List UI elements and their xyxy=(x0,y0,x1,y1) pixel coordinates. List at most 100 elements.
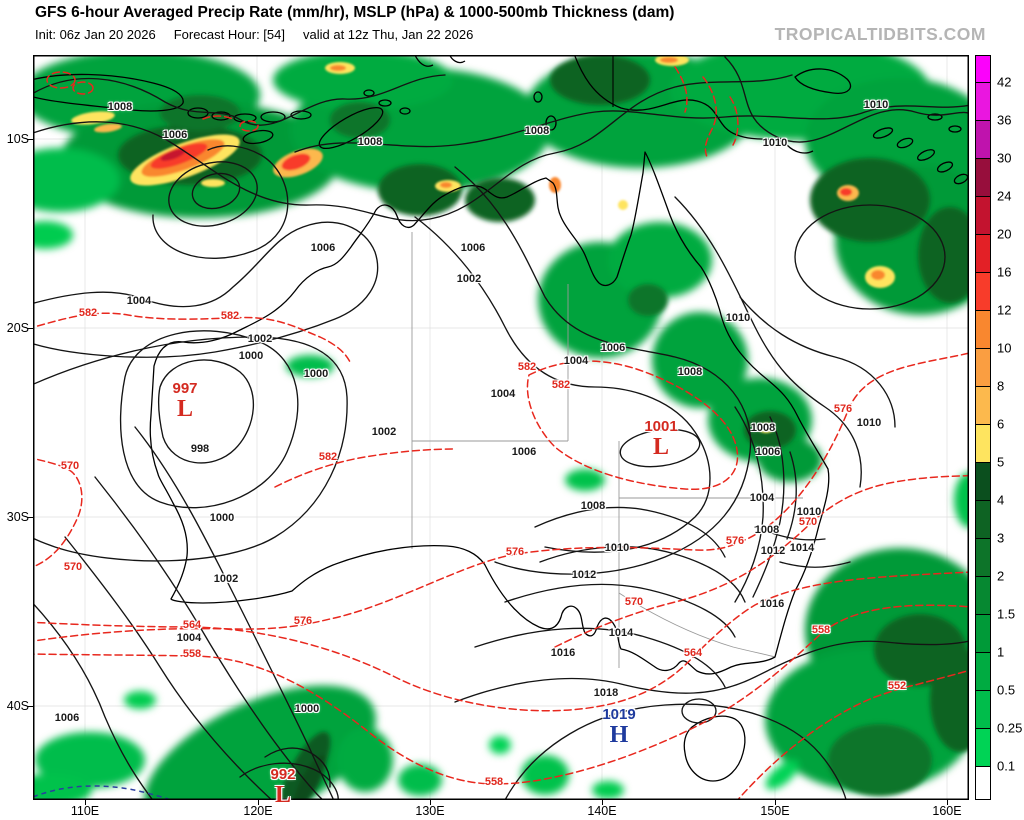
isobar-label: 1004 xyxy=(749,492,775,504)
isobar-label: 1010 xyxy=(725,312,751,324)
colorbar-segment xyxy=(975,766,991,800)
colorbar-segment xyxy=(975,310,991,348)
lon-tick xyxy=(257,800,259,805)
isobars xyxy=(33,56,969,800)
precip-colorbar: 42 36 30 24 20 16 12 10 8 6 5 4 3 2 1.5 1 0.5 0.25 0.1 xyxy=(975,55,1022,800)
isobar-label: 1000 xyxy=(303,368,329,380)
valid-time: valid at 12z Thu, Jan 22 2026 xyxy=(302,27,474,42)
isobar-label: 1008 xyxy=(524,125,550,137)
thickness-label: 552 xyxy=(887,680,907,692)
colorbar-tick-label: 0.1 xyxy=(997,758,1016,774)
colorbar-segment xyxy=(975,120,991,158)
colorbar-segment xyxy=(975,158,991,196)
isobar-label: 1008 xyxy=(754,524,780,536)
colorbar-segment xyxy=(975,272,991,310)
lon-tick-label: 120E xyxy=(243,804,273,818)
colorbar-segment xyxy=(975,728,991,766)
colorbar-tick-label: 3 xyxy=(997,530,1005,546)
isobar-label: 1002 xyxy=(247,333,273,345)
isobar-label: 1018 xyxy=(593,687,619,699)
colorbar-tick-label: 2 xyxy=(997,568,1005,584)
low-pressure-marker: 1001 L xyxy=(644,418,678,460)
low-pressure-marker: 992 L xyxy=(270,766,296,808)
figure-subtitle: Init: 06z Jan 20 2026 Forecast Hour: [54]… xyxy=(35,27,491,42)
isobar-label: 1004 xyxy=(176,632,202,644)
low-pressure-marker: 997 L xyxy=(172,380,198,422)
colorbar-segment xyxy=(975,690,991,728)
isobar-label: 1016 xyxy=(759,598,785,610)
thickness-label: 570 xyxy=(60,460,80,472)
colorbar-tick-label: 5 xyxy=(997,454,1005,470)
lat-tick xyxy=(27,516,33,518)
colorbar-tick-label: 10 xyxy=(997,340,1012,356)
lon-tick-label: 150E xyxy=(760,804,790,818)
thickness-contours xyxy=(33,66,969,800)
lon-tick xyxy=(84,800,86,805)
isobar-label: 1006 xyxy=(755,446,781,458)
thickness-label: 576 xyxy=(725,535,745,547)
thickness-label: 564 xyxy=(182,619,202,631)
isobar-label: 1004 xyxy=(490,388,516,400)
figure-title: GFS 6-hour Averaged Precip Rate (mm/hr),… xyxy=(35,4,675,21)
init-time: Init: 06z Jan 20 2026 xyxy=(35,27,156,42)
isobar-label: 1000 xyxy=(238,350,264,362)
colorbar-segment xyxy=(975,652,991,690)
isobar-label: 1006 xyxy=(310,242,336,254)
isobar-label: 1014 xyxy=(789,542,815,554)
thickness-label: 582 xyxy=(551,379,571,391)
isobar-label: 1006 xyxy=(511,446,537,458)
colorbar-segment xyxy=(975,614,991,652)
java-coast xyxy=(33,73,184,112)
colorbar-segment xyxy=(975,576,991,614)
isobar-label: 1008 xyxy=(580,500,606,512)
isobar-label: 1002 xyxy=(456,273,482,285)
isobar-label: 1004 xyxy=(563,355,589,367)
isobar-label: 1016 xyxy=(550,647,576,659)
thickness-label: 582 xyxy=(220,310,240,322)
thickness-label: 558 xyxy=(484,776,504,788)
colorbar-tick-label: 6 xyxy=(997,416,1005,432)
isobar-label: 1004 xyxy=(126,295,152,307)
lat-tick-label: 30S xyxy=(6,510,29,524)
lat-tick-label: 40S xyxy=(6,699,29,713)
lon-tick xyxy=(946,800,948,805)
lat-tick xyxy=(27,327,33,329)
lon-tick xyxy=(601,800,603,805)
colorbar-tick-label: 30 xyxy=(997,150,1012,166)
coastlines xyxy=(33,55,969,782)
colorbar-tick-label: 20 xyxy=(997,226,1012,242)
isobar-label: 1010 xyxy=(762,137,788,149)
thickness-label: 576 xyxy=(293,615,313,627)
thickness-label: 576 xyxy=(505,546,525,558)
site-watermark: TROPICALTIDBITS.COM xyxy=(774,24,986,44)
timor-coast xyxy=(318,106,384,150)
thickness-label: 582 xyxy=(318,451,338,463)
isobar-label: 1008 xyxy=(357,136,383,148)
isobar-label: 1008 xyxy=(107,101,133,113)
isobar-label: 1002 xyxy=(371,426,397,438)
isobar-label: 998 xyxy=(190,443,210,455)
colorbar-segment xyxy=(975,82,991,120)
forecast-hour: Forecast Hour: [54] xyxy=(173,27,285,42)
lon-tick-label: 160E xyxy=(932,804,962,818)
colorbar-segment xyxy=(975,348,991,386)
lat-tick-label: 20S xyxy=(6,321,29,335)
thickness-label: 570 xyxy=(63,561,83,573)
lon-tick xyxy=(774,800,776,805)
isobar-label: 1000 xyxy=(209,512,235,524)
thickness-label: 570 xyxy=(624,596,644,608)
map-canvas xyxy=(33,55,969,800)
lat-tick xyxy=(27,705,33,707)
lon-tick-label: 140E xyxy=(587,804,617,818)
thickness-label: 564 xyxy=(683,647,703,659)
thickness-label: 570 xyxy=(798,516,818,528)
thickness-label: 582 xyxy=(78,307,98,319)
colorbar-tick-label: 8 xyxy=(997,378,1005,394)
isobar-label: 1014 xyxy=(608,627,634,639)
colorbar-tick-label: 4 xyxy=(997,492,1005,508)
colorbar-segment xyxy=(975,538,991,576)
map-border xyxy=(33,55,969,800)
colorbar-tick-label: 36 xyxy=(997,112,1012,128)
colorbar-segment xyxy=(975,55,991,82)
